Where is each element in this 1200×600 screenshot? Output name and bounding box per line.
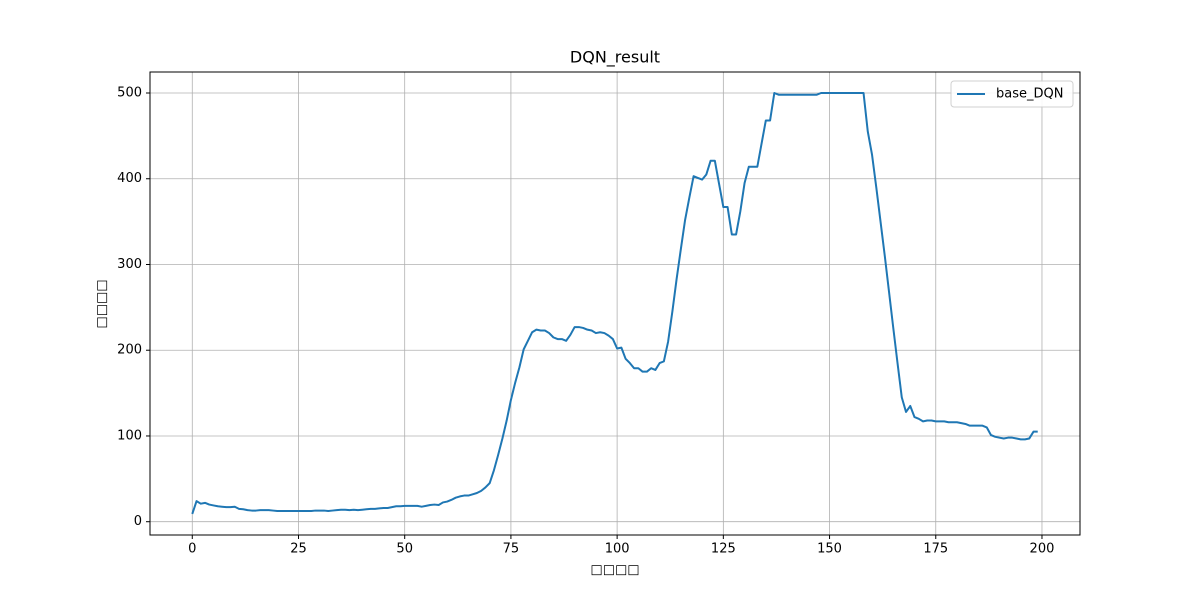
x-tick-label: 50: [396, 542, 413, 557]
x-tick-label: 175: [923, 542, 948, 557]
axes-frame: [149, 71, 1081, 536]
chart-title: DQN_result: [570, 48, 660, 68]
legend: base_DQN: [950, 80, 1074, 108]
legend-box: [950, 80, 1074, 108]
legend-label: base_DQN: [996, 87, 1063, 102]
y-tick-label: 400: [117, 171, 142, 186]
y-tick-label: 100: [117, 428, 142, 443]
x-tick-label: 0: [188, 542, 196, 557]
x-tick-label: 200: [1030, 542, 1055, 557]
y-tick-label: 0: [134, 514, 142, 529]
x-tick-label: 150: [817, 542, 842, 557]
x-tick-label: 100: [605, 542, 630, 557]
x-tick-label: 25: [290, 542, 307, 557]
data-line: [191, 92, 1038, 515]
y-axis-label: □□□□: [95, 279, 110, 328]
y-tick-label: 500: [117, 86, 142, 101]
x-tick-label: 125: [711, 542, 736, 557]
x-axis-label: □□□□: [590, 563, 639, 578]
y-tick-label: 300: [117, 257, 142, 272]
x-tick-label: 75: [503, 542, 520, 557]
y-tick-label: 200: [117, 343, 142, 358]
